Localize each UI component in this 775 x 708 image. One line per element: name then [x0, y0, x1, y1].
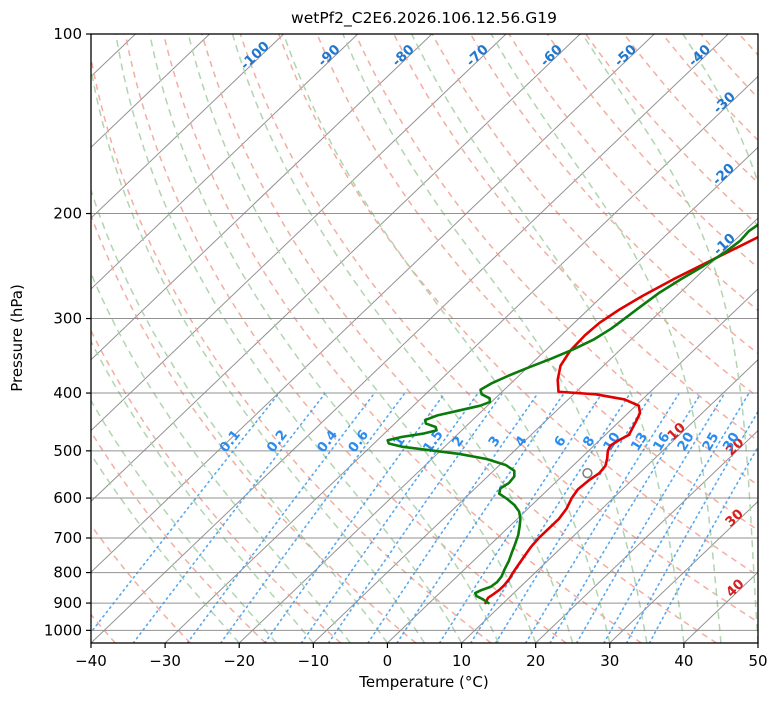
dry-adiabat-line — [162, 34, 642, 643]
isotherm-line — [461, 359, 758, 643]
y-tick-label: 400 — [53, 384, 82, 402]
y-axis-title: Pressure (hPa) — [8, 284, 26, 392]
moist-adiabat-line — [91, 187, 389, 643]
mixing-ratio-line — [648, 445, 758, 643]
mixing-ratio-line — [327, 393, 503, 643]
background-gridlines-group — [91, 34, 758, 643]
isotherm-line — [91, 34, 433, 361]
moist-adiabat-line — [115, 34, 463, 643]
dry-adiabat-line — [201, 34, 717, 643]
mixing-ratio-line — [438, 393, 603, 643]
x-axis: −40 −30 −20 −10 0 10 20 30 40 50 — [75, 643, 768, 670]
mixing-ratio-line — [186, 393, 375, 643]
isotherm-line — [238, 146, 758, 643]
y-tick-label: 600 — [53, 489, 82, 507]
x-tick-label: −30 — [149, 652, 181, 670]
dry-adiabat-line — [431, 34, 758, 398]
chart-title: wetPf2_C2E6.2026.106.12.56.G19 — [291, 9, 557, 28]
y-tick-label: 700 — [53, 529, 82, 547]
profile-line-temperature — [484, 235, 758, 605]
y-tick-label: 800 — [53, 564, 82, 582]
moist-adiabat-line — [231, 34, 574, 643]
mixing-ratio-line — [264, 393, 445, 643]
profile-line-dewpoint — [386, 223, 758, 605]
x-tick-label: 10 — [452, 652, 471, 670]
isotherm-line — [91, 34, 729, 643]
y-tick-label: 300 — [53, 310, 82, 328]
x-tick-label: 40 — [674, 652, 693, 670]
x-tick-label: −10 — [298, 652, 330, 670]
isotherm-line — [387, 288, 758, 643]
x-tick-label: 20 — [526, 652, 545, 670]
x-tick-label: −20 — [223, 652, 255, 670]
y-tick-label: 100 — [53, 25, 82, 43]
mixing-ratio-line — [575, 393, 725, 643]
moist-adiabat-line — [148, 34, 500, 643]
y-tick-label: 1000 — [44, 621, 82, 639]
isotherm-line — [535, 429, 758, 643]
mixing-ratio-line — [524, 393, 680, 643]
dry-adiabat-line — [91, 329, 342, 643]
mixing-ratio-line — [396, 393, 565, 643]
x-tick-label: 50 — [748, 652, 767, 670]
mixing-ratio-line — [367, 393, 538, 643]
dry-adiabat-line — [239, 34, 758, 623]
dry-adiabat-line — [354, 34, 758, 487]
x-tick-label: −40 — [75, 652, 107, 670]
moist-adiabat-line — [342, 34, 648, 643]
mixing-ratio-line — [300, 393, 478, 643]
moist-adiabat-line — [91, 64, 426, 643]
dry-adiabat-line — [393, 34, 758, 442]
x-axis-title: Temperature (°C) — [358, 673, 488, 691]
dry-adiabat-line — [316, 34, 758, 532]
y-tick-label: 900 — [53, 594, 82, 612]
moist-adiabat-line — [490, 34, 722, 643]
x-tick-label: 30 — [600, 652, 619, 670]
isotherm-line — [91, 34, 581, 503]
isotherm-line — [164, 75, 758, 643]
dry-adiabat-line — [91, 524, 191, 643]
moist-adiabat-line — [187, 34, 537, 643]
mixing-ratio-line — [549, 393, 702, 643]
isotherm-line — [91, 34, 507, 432]
profile-series-group — [386, 223, 758, 605]
isotherm-line — [91, 34, 359, 290]
moist-adiabat-line — [282, 34, 611, 643]
mixing-ratio-line — [91, 393, 279, 634]
isotherm-line — [91, 34, 655, 573]
isotherm-line — [91, 34, 210, 148]
y-axis: 100 200 300 400 500 600 700 800 900 1000 — [44, 25, 91, 639]
dry-adiabat-line — [91, 213, 417, 643]
mixing-ratio-line — [132, 393, 326, 643]
isotherm-line — [609, 500, 758, 643]
mixing-ratio-line — [470, 393, 631, 643]
lcl-marker — [582, 467, 593, 479]
marker-group — [582, 467, 593, 479]
plot-border — [90, 33, 759, 644]
moist-adiabat-line — [91, 452, 240, 643]
y-tick-label: 200 — [53, 205, 82, 223]
dry-adiabat-line — [91, 54, 492, 643]
mixing-ratio-line — [494, 393, 653, 643]
x-tick-label: 0 — [383, 652, 393, 670]
mixing-ratio-line — [625, 410, 758, 643]
mixing-ratio-line — [603, 393, 750, 643]
y-tick-label: 500 — [53, 442, 82, 460]
mixing-ratio-line — [219, 393, 405, 643]
